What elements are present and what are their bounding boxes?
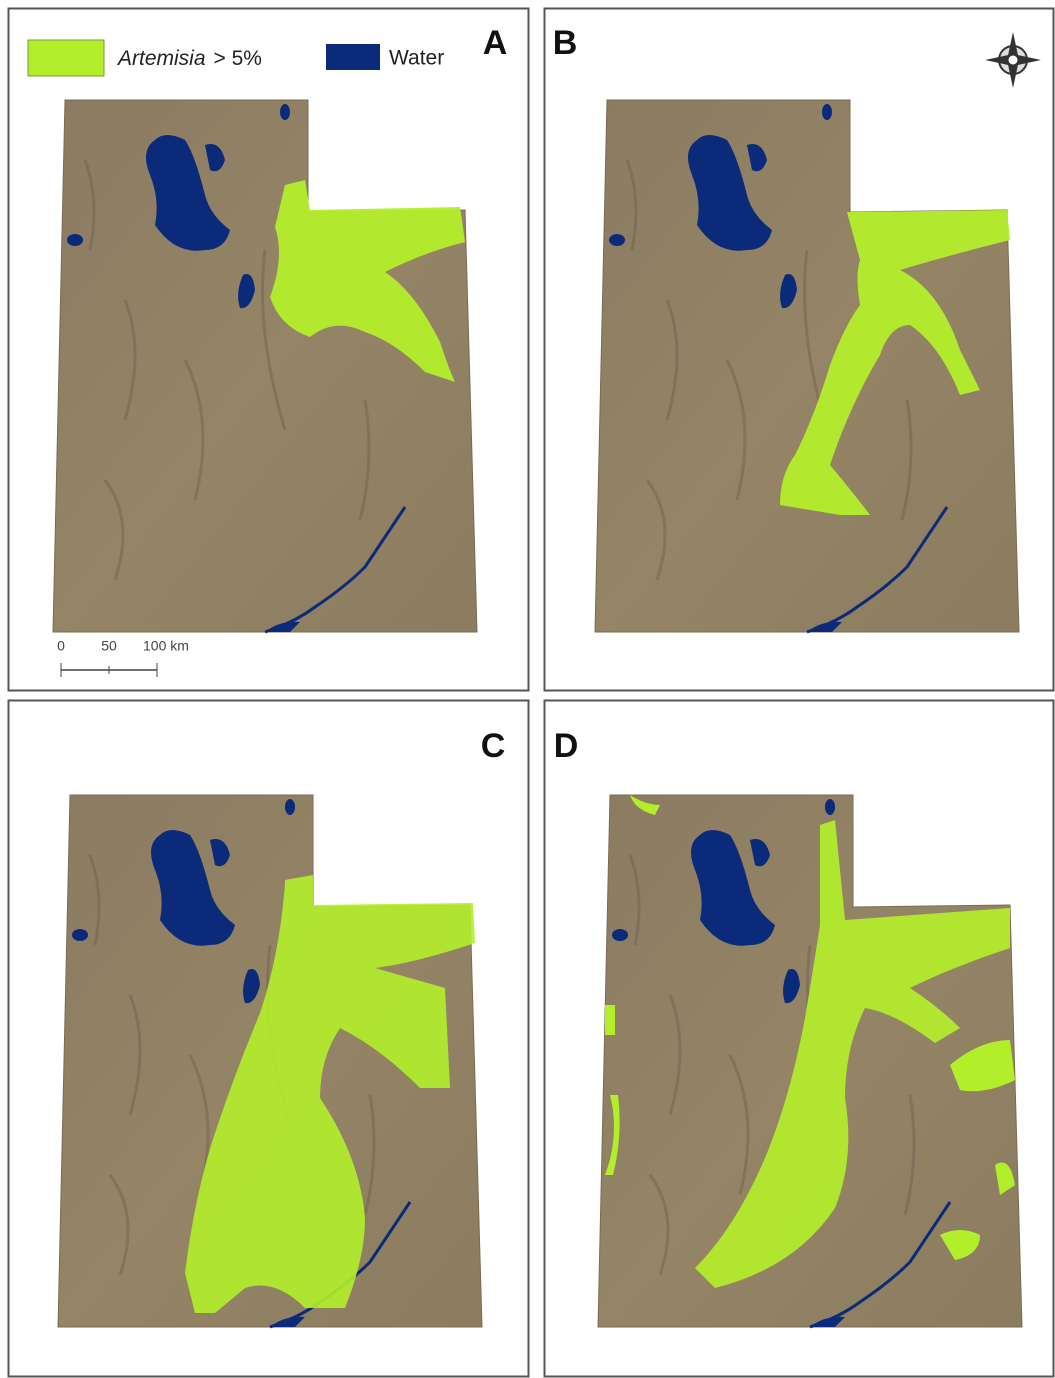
- legend-species: Artemisia: [116, 47, 206, 70]
- scale-label: 100 km: [143, 638, 189, 654]
- scale-bar: 0 50 100 km: [57, 638, 189, 677]
- legend-threshold: > 5%: [214, 47, 262, 70]
- panel-label: D: [554, 727, 579, 765]
- panel-label: B: [553, 24, 578, 62]
- legend-water: Water: [389, 47, 444, 70]
- scale-label: 0: [57, 638, 65, 654]
- figure: Artemisia > 5% Water A B C D 0 50 100 km: [0, 0, 1055, 1378]
- legend-artemisia: Artemisia > 5%: [116, 47, 262, 70]
- scale-label: 50: [101, 638, 117, 654]
- panel-label: A: [483, 24, 508, 62]
- legend-swatch-artemisia: [28, 40, 104, 76]
- map-c: [58, 795, 482, 1327]
- panel-label: C: [481, 727, 506, 765]
- map-b: [595, 100, 1019, 632]
- legend-swatch-water: [326, 44, 380, 70]
- map-d: [598, 795, 1022, 1327]
- compass-rose: [985, 32, 1041, 88]
- map-a: [53, 100, 477, 632]
